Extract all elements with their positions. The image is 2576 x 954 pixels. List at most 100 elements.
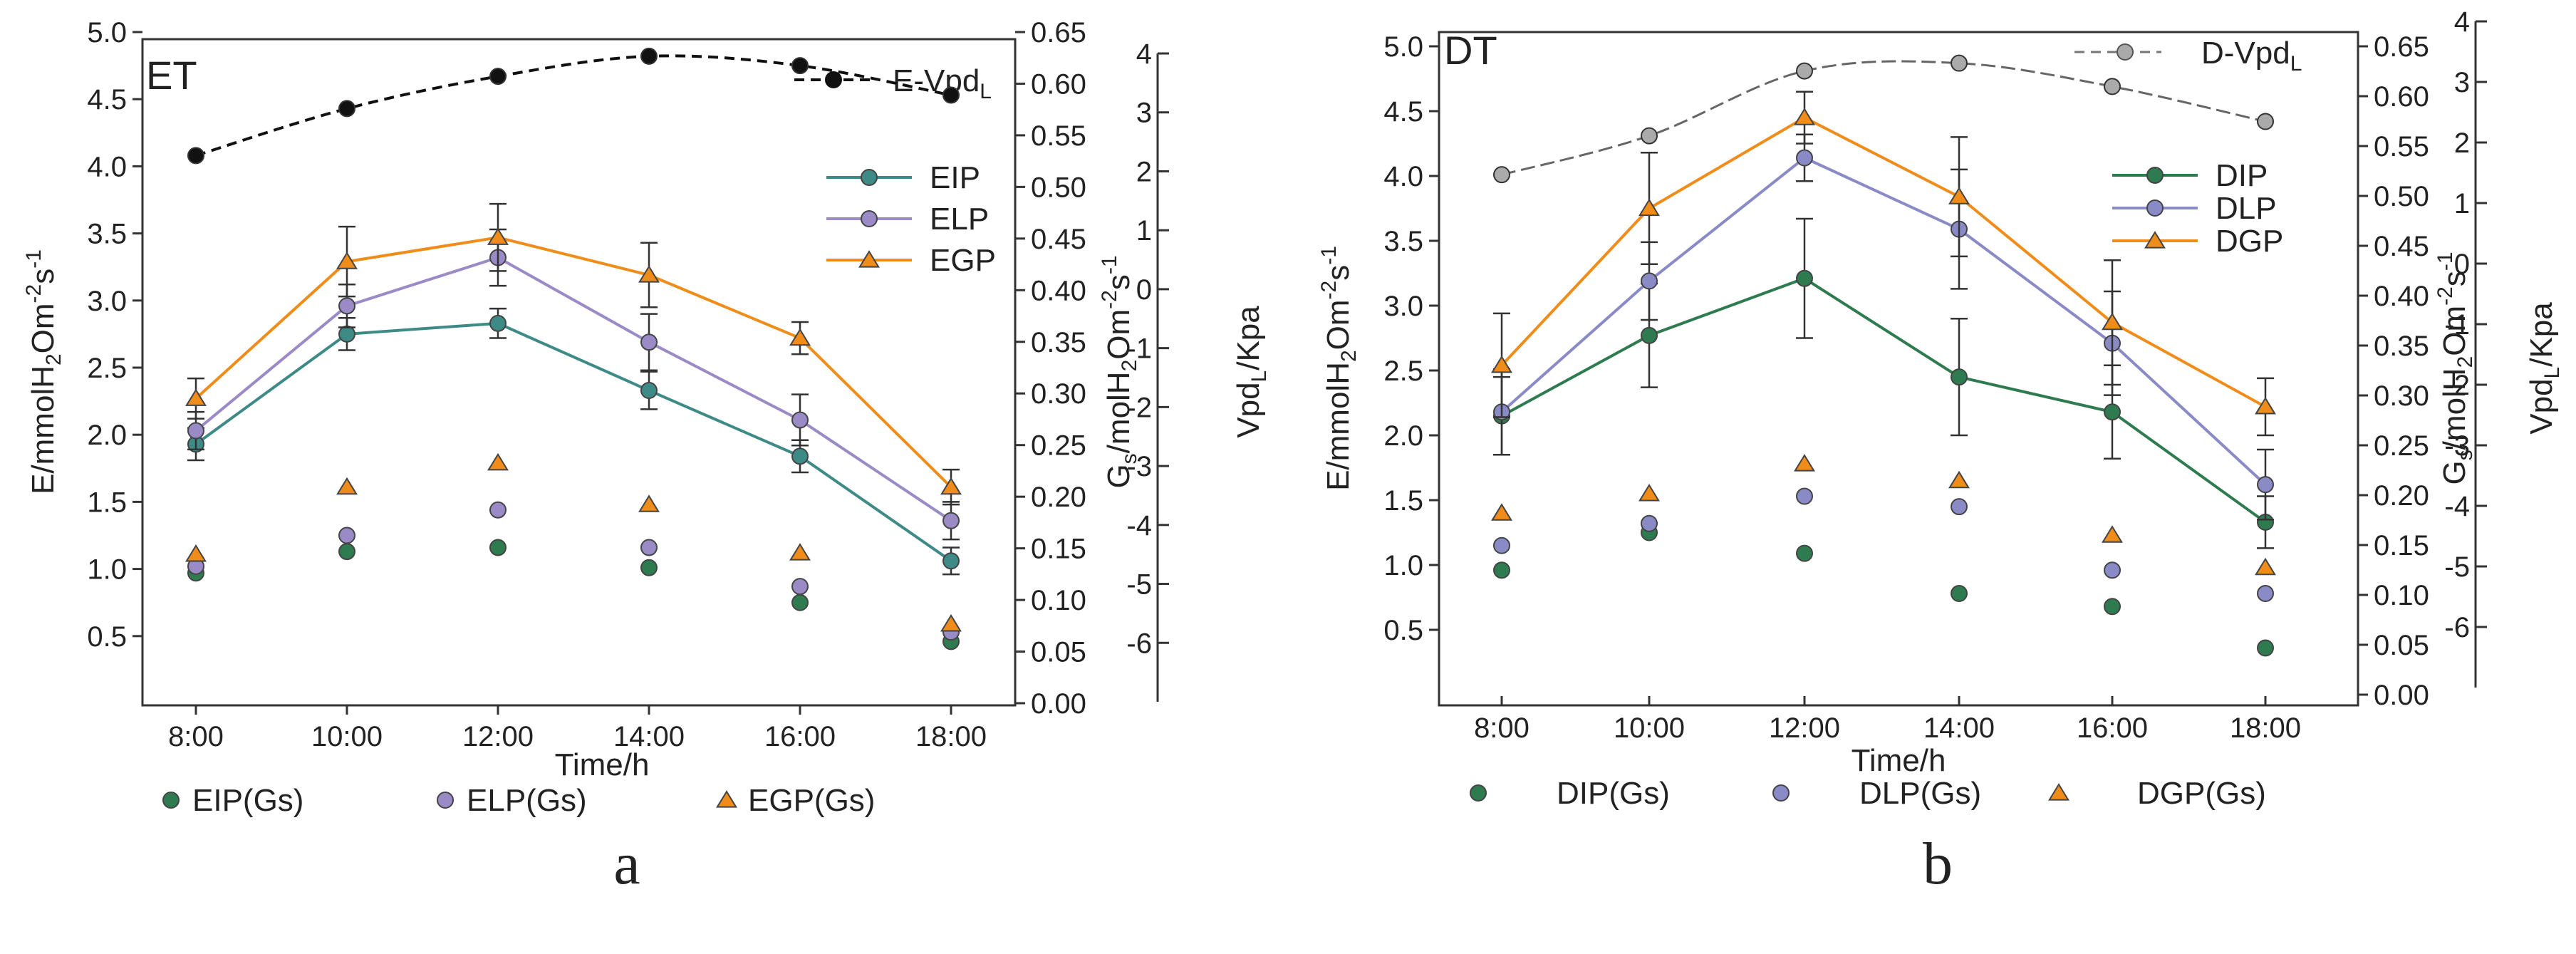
panel-a-gs-tick-label-7: 0.35: [1031, 327, 1086, 358]
panel-b-gs-tick-label-4: 0.20: [2374, 480, 2429, 512]
panel-b-left-tick-label-2: 1.5: [1383, 485, 1423, 517]
panel-b-gs-tick-label-11: 0.55: [2374, 131, 2429, 162]
panel-a-vpd-point-5: [942, 86, 960, 104]
panel-a-gs-tick-label-9: 0.45: [1031, 224, 1086, 255]
panel-b-dgp-point-1: [1638, 198, 1660, 217]
panel-a-left-tick-label-1: 1.0: [87, 554, 127, 586]
panel-b-x-tick-label-5: 18:00: [2230, 712, 2301, 744]
panel-a-left-tick-label-8: 4.5: [87, 84, 127, 115]
panel-a-gs-legend-0-label: EIP(Gs): [192, 783, 303, 818]
panel-a-gs-tick-label-11: 0.55: [1031, 120, 1086, 152]
panel-a-gs-2-point-1: [336, 477, 358, 495]
panel-b-dip-line: [1501, 276, 2267, 524]
panel-a-label: a: [613, 831, 640, 897]
panel-a-egp-point-1: [336, 252, 358, 269]
panel-a-eip-point-2: [489, 314, 507, 332]
panel-b-dlp-point-2: [1796, 149, 1813, 167]
panel-a-gs-2-point-4: [789, 543, 811, 561]
panel-a-eip-point-1: [338, 325, 355, 343]
panel-a-gs-1-point-3: [640, 539, 658, 556]
panel-a-plot-frame: [141, 38, 1017, 707]
panel-a-legend-1-marker: [861, 210, 878, 227]
panel-b-vpd-legend-label: D-VpdL: [2201, 36, 2302, 76]
panel-b-legend-2-marker: [2144, 231, 2166, 249]
panel-b-gs-tick-label-12: 0.60: [2374, 81, 2429, 113]
panel-a-gs-tick-label-1: 0.05: [1031, 637, 1086, 668]
panel-a-egp-point-5: [940, 477, 962, 495]
panel-a-left-tick-label-9: 5.0: [87, 17, 127, 48]
panel-a-x-tick-label-1: 10:00: [311, 721, 383, 752]
panel-a-xlabel: Time/h: [555, 747, 650, 782]
panel-a-vpd-tick-label-5: -1: [1126, 333, 1152, 365]
panel-a-vpd-tick-label-9: 3: [1136, 98, 1152, 129]
panel-a-gs-tick-label-3: 0.15: [1031, 534, 1086, 565]
panel-a-vpd-tick-label-8: 2: [1136, 156, 1152, 187]
panel-b-label: b: [1923, 831, 1953, 897]
panel-b-vpd-tick-label-3: -3: [2444, 430, 2470, 462]
panel-b-vpd-tick-label-7: 1: [2454, 188, 2470, 219]
panel-a-vpd-legend: E-VpdL: [794, 63, 992, 103]
panel-b-gs-tick-label-10: 0.50: [2374, 181, 2429, 212]
panel-b-left-tick-label-6: 3.5: [1383, 226, 1423, 257]
panel-b-vpd-point-5: [2257, 113, 2274, 130]
panel-a-left-axis-title: E/mmolH2Om-2s-1: [22, 249, 66, 494]
panel-b-dip-point-1: [1641, 326, 1658, 344]
panel-a-x-tick-label-3: 14:00: [613, 721, 685, 752]
panel-a-gs-tick-label-6: 0.30: [1031, 378, 1086, 410]
panel-b-dgp-point-4: [2102, 312, 2123, 331]
panel-b-tag: DT: [1444, 28, 1497, 73]
panel-a-gs-legend-1-label: ELP(Gs): [467, 783, 587, 818]
panel-b-gs-1-point-4: [2104, 561, 2121, 579]
panel-a-legend-1-label: ELP: [930, 202, 989, 237]
panel-b-gs-tick-label-9: 0.45: [2374, 231, 2429, 262]
panel-b-vpd-point-2: [1796, 62, 1813, 80]
panel-a-left-tick-label-5: 3.0: [87, 286, 127, 317]
panel-b-plot-frame: [1438, 31, 2359, 707]
panel-b-gs-1-point-0: [1493, 536, 1510, 554]
panel-a-egp-line: [194, 236, 952, 489]
panel-b-vpd-axis-title: VpdL/Kpa: [2524, 302, 2564, 435]
panel-b-gs-axis-title: Gs/molH2Om-2s-1: [2434, 252, 2477, 484]
panel-a-chart: ET a Time/h E/mmolH2Om-2s-1 Gs/molH2Om-2…: [22, 17, 1271, 897]
panel-b-vpd-tick-label-5: -1: [2444, 309, 2470, 341]
panel-a-gs-tick-label-0: 0.00: [1031, 688, 1086, 720]
panel-b-dgp-point-5: [2255, 397, 2276, 415]
panel-b-vpd-point-1: [1641, 127, 1658, 145]
panel-b-vpd-point-0: [1493, 166, 1510, 184]
panel-a-legend-2-label: EGP: [930, 243, 996, 278]
panel-b-vpd-line: [1501, 60, 2266, 176]
panel-b-gs-tick-label-8: 0.40: [2374, 281, 2429, 312]
panel-a-gs-tick-label-12: 0.60: [1031, 68, 1086, 100]
panel-b-legend-0-marker: [2146, 167, 2164, 184]
panel-b-left-tick-label-3: 2.0: [1383, 420, 1423, 452]
panel-b-gs-0-point-2: [1796, 544, 1813, 562]
panel-a-vpd-legend-label: E-VpdL: [893, 63, 992, 103]
panel-a-gs-tick-label-2: 0.10: [1031, 585, 1086, 616]
panel-a-gs-1-point-1: [338, 527, 355, 544]
panel-a-legend-0-label: EIP: [930, 160, 980, 195]
panel-b-legend-1-label: DLP: [2216, 191, 2277, 226]
panel-a-gs-2-point-2: [487, 452, 509, 471]
panel-a-gs-0-point-3: [640, 559, 658, 576]
panel-b-gs-legend-0-label: DIP(Gs): [1557, 776, 1670, 811]
panel-b-left-tick-label-4: 2.5: [1383, 356, 1423, 387]
panel-a-gs-0-point-1: [338, 543, 355, 561]
panel-a-egp-point-4: [789, 328, 811, 346]
panel-b-x-tick-label-3: 14:00: [1923, 712, 1995, 744]
panel-a-gs-legend-1-marker: [437, 792, 454, 809]
panel-a-vpd-point-0: [187, 147, 204, 165]
panel-a-gs-tick-label-5: 0.25: [1031, 430, 1086, 462]
panel-b-left-tick-label-5: 3.0: [1383, 291, 1423, 322]
panel-b-left-tick-label-8: 4.5: [1383, 96, 1423, 128]
panel-a-gs-tick-label-10: 0.50: [1031, 172, 1086, 203]
panel-b-vpd-point-3: [1951, 54, 1968, 72]
panel-b-vpd-tick-label-8: 2: [2454, 128, 2470, 159]
panel-a-x-tick-label-5: 18:00: [915, 721, 987, 752]
panel-b-vpd-tick-label-10: 4: [2454, 6, 2470, 38]
panel-a-eip-point-4: [791, 447, 809, 465]
panel-b-gs-2-point-2: [1794, 454, 1815, 472]
panel-a-gs-0-point-2: [489, 539, 507, 556]
panel-b-gs-0-point-3: [1951, 585, 1968, 603]
